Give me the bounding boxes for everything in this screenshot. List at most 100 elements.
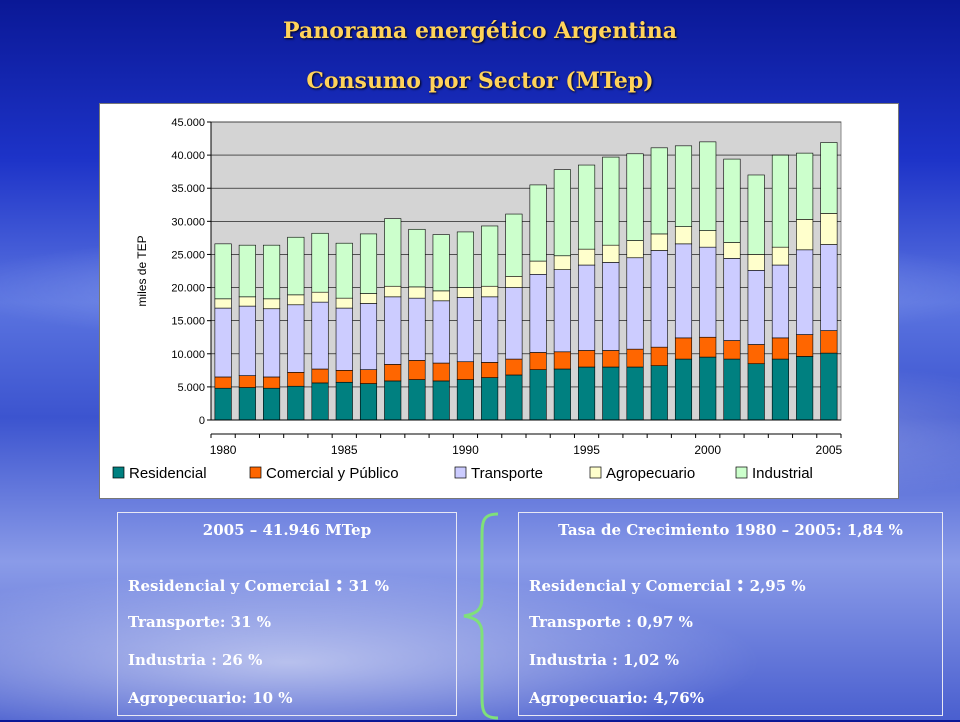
bar-comercial-y-p-blico-1993 bbox=[529, 352, 547, 370]
bar-comercial-y-p-blico-1988 bbox=[408, 360, 426, 380]
bar-industrial-1983 bbox=[287, 236, 305, 296]
bar-residencial-1990 bbox=[456, 379, 474, 421]
bar-residencial-2005 bbox=[820, 352, 838, 421]
bar-industrial-1989 bbox=[432, 234, 450, 292]
x-tick-label: 2005 bbox=[816, 443, 843, 457]
bar-agropecuario-1982 bbox=[263, 298, 281, 310]
bar-comercial-y-p-blico-1981 bbox=[238, 375, 256, 388]
bar-agropecuario-2000 bbox=[699, 230, 717, 248]
bar-agropecuario-1999 bbox=[674, 226, 693, 245]
bar-comercial-y-p-blico-1992 bbox=[505, 358, 523, 376]
bar-agropecuario-1995 bbox=[578, 248, 596, 266]
x-tick-label: 2000 bbox=[694, 443, 721, 457]
bar-transporte-1996 bbox=[602, 262, 620, 351]
bar-agropecuario-1997 bbox=[626, 240, 644, 259]
bar-transporte-1989 bbox=[432, 300, 450, 364]
bar-agropecuario-2005 bbox=[820, 213, 838, 245]
bar-residencial-1997 bbox=[626, 366, 644, 421]
legend-label: Industrial bbox=[752, 465, 813, 482]
bar-industrial-1992 bbox=[505, 213, 523, 277]
bar-transporte-1999 bbox=[674, 243, 693, 339]
bar-industrial-1990 bbox=[456, 231, 474, 288]
growth-heading: Tasa de Crecimiento 1980 – 2005: 1,84 % bbox=[558, 521, 903, 539]
legend-label: Agropecuario bbox=[606, 465, 695, 482]
y-tick-label: 45.000 bbox=[171, 117, 205, 129]
bar-comercial-y-p-blico-1987 bbox=[384, 364, 402, 382]
bar-transporte-1984 bbox=[311, 301, 329, 370]
bar-transporte-1991 bbox=[481, 296, 499, 363]
bar-residencial-1985 bbox=[335, 381, 353, 421]
growth-agropecuario: Agropecuario: 4,76% bbox=[529, 689, 704, 707]
bar-residencial-1986 bbox=[359, 383, 378, 421]
bar-comercial-y-p-blico-1985 bbox=[335, 370, 353, 383]
summary-colon: : bbox=[335, 571, 344, 597]
bar-industrial-1984 bbox=[311, 232, 329, 293]
bar-agropecuario-1993 bbox=[529, 260, 547, 275]
bar-transporte-1990 bbox=[456, 297, 474, 363]
bar-transporte-1986 bbox=[359, 303, 378, 370]
y-tick-label: 5.000 bbox=[177, 382, 205, 394]
bar-comercial-y-p-blico-1986 bbox=[359, 369, 378, 384]
bar-transporte-2002 bbox=[747, 270, 765, 345]
bar-agropecuario-1984 bbox=[311, 291, 329, 303]
summary-residencial-value: 31 % bbox=[348, 577, 389, 595]
bar-residencial-2004 bbox=[796, 356, 814, 421]
bar-agropecuario-2001 bbox=[723, 242, 741, 259]
y-axis-label: miles de TEP bbox=[135, 235, 149, 306]
y-tick-label: 25.000 bbox=[171, 249, 205, 261]
legend-swatch bbox=[249, 466, 262, 479]
legend-label: Transporte bbox=[471, 465, 543, 482]
bar-comercial-y-p-blico-1990 bbox=[456, 361, 474, 380]
bar-transporte-2000 bbox=[699, 246, 717, 338]
bar-agropecuario-1986 bbox=[359, 293, 378, 304]
bar-agropecuario-1980 bbox=[214, 298, 232, 309]
bar-residencial-1995 bbox=[578, 366, 596, 421]
bar-industrial-2004 bbox=[796, 152, 814, 220]
bar-comercial-y-p-blico-1983 bbox=[287, 372, 305, 387]
bar-industrial-1995 bbox=[578, 164, 596, 250]
bar-agropecuario-1996 bbox=[602, 244, 620, 263]
bar-transporte-1983 bbox=[287, 304, 305, 373]
bar-transporte-1997 bbox=[626, 257, 644, 350]
bar-residencial-1996 bbox=[602, 366, 620, 421]
growth-rate-box: Tasa de Crecimiento 1980 – 2005: 1,84 % … bbox=[518, 512, 943, 716]
bar-transporte-1985 bbox=[335, 307, 353, 371]
bar-residencial-1984 bbox=[311, 382, 329, 421]
bar-residencial-1993 bbox=[529, 369, 547, 421]
bar-residencial-1981 bbox=[238, 387, 256, 421]
bar-comercial-y-p-blico-1996 bbox=[602, 350, 620, 368]
bar-industrial-2000 bbox=[699, 141, 717, 231]
bar-agropecuario-1990 bbox=[456, 287, 474, 298]
bar-industrial-1985 bbox=[335, 242, 353, 299]
bar-comercial-y-p-blico-1982 bbox=[263, 376, 281, 389]
bar-industrial-1981 bbox=[238, 244, 256, 298]
y-tick-label: 10.000 bbox=[171, 349, 205, 361]
bar-industrial-2003 bbox=[771, 154, 789, 248]
bar-agropecuario-1985 bbox=[335, 297, 353, 309]
growth-residencial-label: Residencial y Comercial bbox=[529, 577, 732, 595]
y-tick-label: 35.000 bbox=[171, 183, 205, 195]
summary-residencial-label: Residencial y Comercial bbox=[128, 577, 331, 595]
bar-agropecuario-1998 bbox=[650, 233, 668, 251]
bar-comercial-y-p-blico-2002 bbox=[747, 344, 765, 365]
bar-comercial-y-p-blico-1995 bbox=[578, 350, 596, 368]
bar-transporte-1993 bbox=[529, 274, 547, 353]
bar-transporte-1992 bbox=[505, 287, 523, 360]
bar-transporte-2001 bbox=[723, 258, 741, 341]
growth-residencial-comercial: Residencial y Comercial : 2,95 % bbox=[529, 571, 806, 597]
bar-transporte-1995 bbox=[578, 264, 596, 351]
summary-transporte: Transporte: 31 % bbox=[128, 613, 272, 631]
bar-comercial-y-p-blico-2004 bbox=[796, 334, 814, 357]
bar-transporte-1988 bbox=[408, 297, 426, 361]
bar-agropecuario-1992 bbox=[505, 275, 523, 288]
bar-industrial-1987 bbox=[384, 218, 402, 287]
bar-transporte-2005 bbox=[820, 244, 838, 331]
y-tick-label: 0 bbox=[199, 415, 205, 427]
x-tick-label: 1985 bbox=[331, 443, 358, 457]
bar-transporte-1994 bbox=[553, 269, 571, 353]
bar-agropecuario-1991 bbox=[481, 285, 499, 298]
y-tick-label: 30.000 bbox=[171, 216, 205, 228]
bar-agropecuario-2004 bbox=[796, 219, 814, 251]
summary-residencial-comercial: Residencial y Comercial : 31 % bbox=[128, 571, 389, 597]
bar-industrial-1999 bbox=[674, 145, 693, 227]
